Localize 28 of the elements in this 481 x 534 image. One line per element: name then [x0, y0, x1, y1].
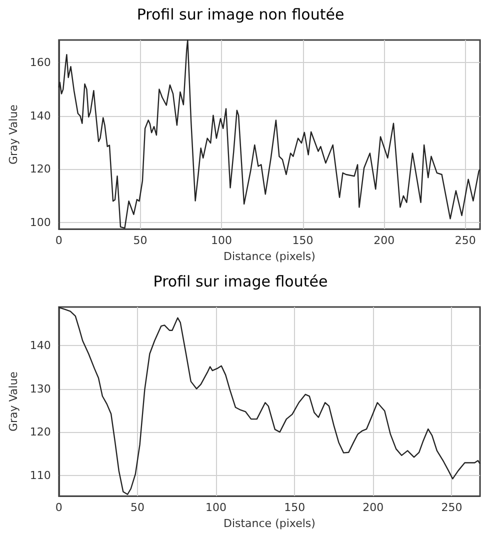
y-tick-label: 140: [30, 339, 51, 352]
x-tick-label: 50: [130, 501, 144, 514]
chart-title: Profil sur image non floutée: [136, 6, 344, 24]
y-tick-label: 130: [30, 382, 51, 396]
y-tick-label: 140: [30, 109, 51, 122]
x-tick-label: 250: [441, 501, 462, 514]
line-series: [58, 40, 481, 229]
x-tick-label: 200: [374, 234, 395, 248]
x-tick-label: 0: [55, 234, 62, 248]
x-tick-label: 100: [206, 501, 227, 514]
x-axis-title: Distance (pixels): [223, 517, 316, 530]
x-tick-label: 150: [284, 501, 306, 514]
x-tick-label: 150: [292, 234, 314, 248]
y-tick-label: 160: [30, 56, 51, 70]
x-tick-label: 200: [362, 501, 384, 514]
y-tick-label: 110: [30, 468, 51, 482]
x-tick-label: 100: [210, 234, 232, 248]
y-tick-label: 120: [30, 162, 51, 176]
x-tick-label: 250: [454, 234, 476, 248]
y-tick-label: 100: [30, 216, 51, 229]
x-axis-title: Distance (pixels): [223, 250, 316, 263]
y-axis-title: Gray Value: [7, 371, 20, 432]
chart-title: Profil sur image floutée: [153, 272, 328, 290]
y-tick-label: 120: [30, 426, 51, 439]
line-series: [58, 306, 481, 495]
x-tick-label: 0: [55, 501, 62, 514]
y-axis-title: Gray Value: [7, 104, 20, 165]
x-tick-label: 50: [133, 234, 148, 248]
